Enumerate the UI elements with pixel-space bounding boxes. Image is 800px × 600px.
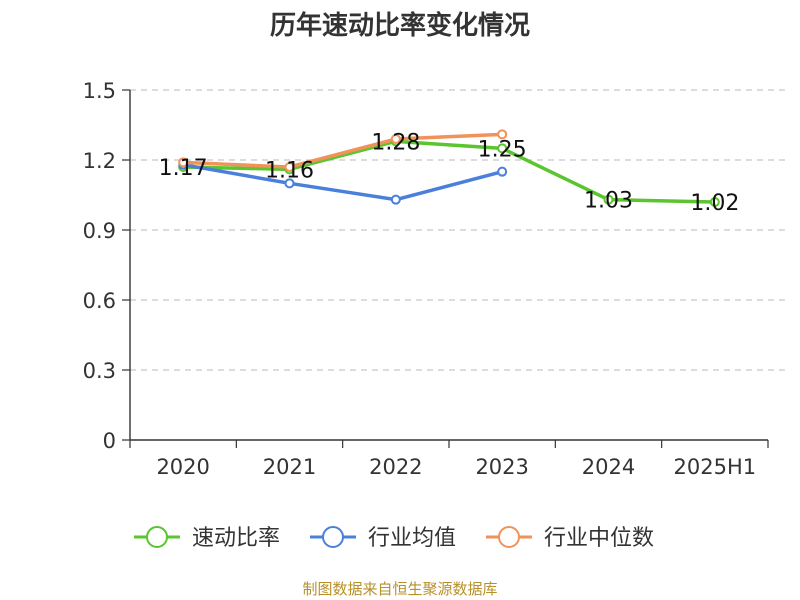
legend-swatch-marker xyxy=(146,526,168,548)
x-tick-label: 2025H1 xyxy=(674,455,757,479)
y-tick-label: 0.9 xyxy=(83,219,116,243)
chart-title: 历年速动比率变化情况 xyxy=(270,10,530,41)
series-line-1 xyxy=(181,162,504,202)
y-tick-label: 0 xyxy=(103,429,116,453)
y-tick-label: 1.5 xyxy=(83,79,116,103)
legend-label: 行业均值 xyxy=(368,526,456,551)
data-point xyxy=(497,166,508,177)
x-tick-label: 2024 xyxy=(582,455,635,479)
x-tick-label: 2020 xyxy=(156,455,209,479)
series-line-2 xyxy=(181,132,504,169)
y-tick-label: 1.2 xyxy=(83,149,116,173)
legend-swatch-marker xyxy=(322,526,344,548)
grid-lines xyxy=(130,89,790,371)
data-label: 1.25 xyxy=(478,137,527,162)
data-label: 1.28 xyxy=(371,130,420,155)
y-axis: 0 0.3 0.6 0.9 1.2 1.5 xyxy=(83,79,131,453)
x-axis: 2020 2021 2022 2023 2024 2025H1 xyxy=(129,439,769,479)
y-tick-label: 0.3 xyxy=(83,359,116,383)
data-point xyxy=(284,162,295,172)
source-note: 制图数据来自恒生聚源数据库 xyxy=(302,580,497,598)
data-point xyxy=(284,178,295,189)
data-point xyxy=(709,197,720,207)
series-lines xyxy=(178,129,720,207)
series-line-0 xyxy=(181,139,717,204)
x-tick-label: 2023 xyxy=(475,455,528,479)
data-label: 1.17 xyxy=(159,156,208,181)
legend-item-2: 行业中位数 xyxy=(486,526,654,551)
data-point xyxy=(390,194,401,205)
x-tick-label: 2021 xyxy=(263,455,316,479)
legend: 速动比率 行业均值 行业中位数 xyxy=(134,526,654,551)
legend-swatch-marker xyxy=(498,526,520,548)
data-labels: 1.17 1.16 1.28 1.25 1.03 1.02 xyxy=(159,130,740,216)
y-tick-label: 0.6 xyxy=(83,289,116,313)
data-point xyxy=(603,194,614,205)
data-label: 1.02 xyxy=(690,191,739,216)
data-label: 1.03 xyxy=(584,189,633,214)
legend-item-1: 行业均值 xyxy=(310,526,456,551)
data-point xyxy=(390,134,401,144)
data-label: 1.16 xyxy=(265,158,314,183)
legend-label: 速动比率 xyxy=(192,526,280,551)
legend-label: 行业中位数 xyxy=(544,526,654,551)
data-point xyxy=(497,143,508,154)
data-point xyxy=(497,129,508,140)
x-tick-label: 2022 xyxy=(369,455,422,479)
data-point xyxy=(178,157,189,168)
legend-item-0: 速动比率 xyxy=(134,526,280,551)
